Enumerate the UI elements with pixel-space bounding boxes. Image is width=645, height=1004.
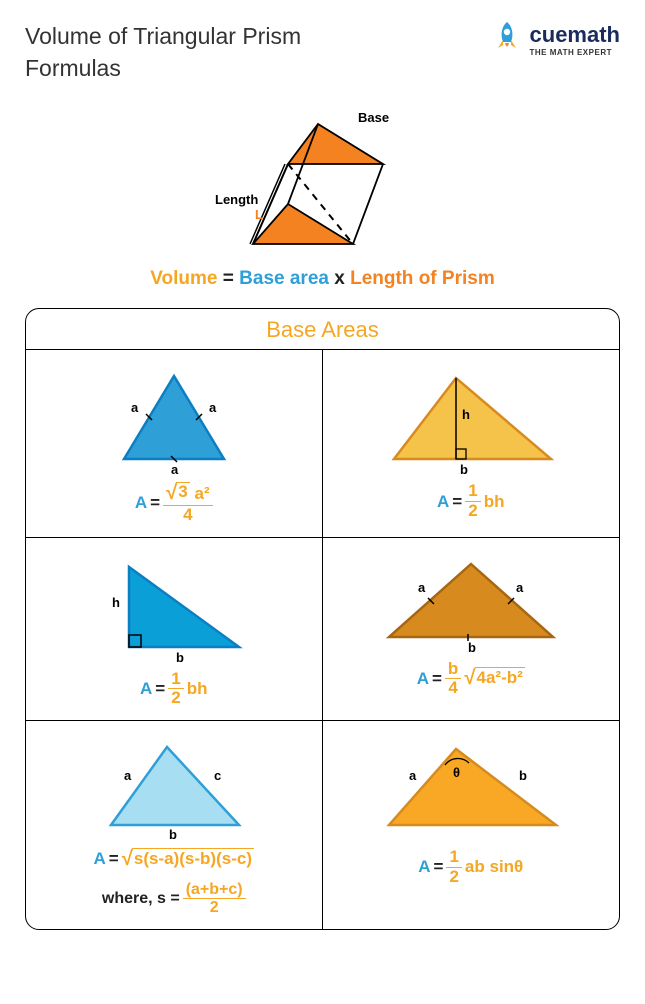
formula-heron: A = s(s-a)(s-b)(s-c)	[36, 848, 312, 871]
triangle-sine-icon: θ a b	[371, 735, 571, 840]
page-title: Volume of Triangular Prism Formulas	[25, 20, 301, 84]
table-title: Base Areas	[26, 309, 619, 350]
cell-isoceles: a a b A = b 4 4a²-b²	[323, 538, 620, 721]
formula-base-height: A = 1 2 bh	[333, 482, 610, 520]
svg-text:a: a	[418, 580, 426, 595]
base-areas-table: Base Areas a a a A = 3 a² 4	[25, 308, 620, 930]
vf-eq: =	[223, 268, 239, 289]
svg-text:b: b	[169, 827, 177, 840]
formula-equilateral: A = 3 a² 4	[36, 482, 312, 524]
cell-heron: a c b A = s(s-a)(s-b)(s-c) where, s = (a…	[26, 721, 323, 929]
vf-lhs: Volume	[150, 268, 217, 289]
volume-formula: Volume = Base area x Length of Prism	[25, 268, 620, 290]
svg-text:a: a	[409, 768, 417, 783]
header: Volume of Triangular Prism Formulas cuem…	[25, 20, 620, 84]
formula-heron-sub: where, s = (a+b+c) 2	[36, 881, 312, 917]
cell-right-triangle: h b A = 1 2 bh	[26, 538, 323, 721]
triangle-right-icon: h b	[94, 552, 254, 662]
svg-text:a: a	[131, 400, 139, 415]
brand-logo: cuemath THE MATH EXPERT	[490, 20, 620, 58]
svg-text:c: c	[214, 768, 221, 783]
logo-tagline: THE MATH EXPERT	[530, 48, 620, 57]
title-line2: Formulas	[25, 55, 121, 81]
prism-svg: Base Length L	[193, 104, 453, 254]
formula-right: A = 1 2 bh	[36, 670, 312, 708]
logo-brand: cuemath	[530, 22, 620, 48]
cell-equilateral: a a a A = 3 a² 4	[26, 350, 323, 537]
rocket-icon	[490, 20, 524, 58]
formula-isoceles: A = b 4 4a²-b²	[333, 660, 610, 698]
prism-label-base: Base	[358, 110, 389, 125]
prism-figure: Base Length L	[25, 104, 620, 254]
svg-text:θ: θ	[453, 765, 460, 780]
svg-text:a: a	[516, 580, 524, 595]
vf-length: Length of Prism	[350, 268, 495, 289]
title-line1: Volume of Triangular Prism	[25, 23, 301, 49]
triangle-heron-icon: a c b	[89, 735, 259, 840]
prism-label-L: L	[255, 207, 263, 222]
svg-text:b: b	[460, 462, 468, 474]
table-grid: a a a A = 3 a² 4 h b	[26, 350, 619, 929]
cell-sine: θ a b A = 1 2 ab sinθ	[323, 721, 620, 929]
svg-text:b: b	[519, 768, 527, 783]
vf-base: Base area	[239, 268, 329, 289]
prism-label-length: Length	[215, 192, 258, 207]
svg-text:a: a	[124, 768, 132, 783]
svg-text:h: h	[112, 595, 120, 610]
svg-text:h: h	[462, 407, 470, 422]
triangle-equilateral-icon: a a a	[99, 364, 249, 474]
svg-text:a: a	[209, 400, 217, 415]
svg-text:b: b	[468, 640, 476, 652]
svg-text:b: b	[176, 650, 184, 662]
title-block: Volume of Triangular Prism Formulas	[25, 20, 301, 84]
formula-sine: A = 1 2 ab sinθ	[333, 848, 610, 886]
svg-text:a: a	[171, 462, 179, 474]
triangle-isoceles-icon: a a b	[371, 552, 571, 652]
triangle-scalene-icon: h b	[376, 364, 566, 474]
cell-base-height: h b A = 1 2 bh	[323, 350, 620, 537]
vf-times: x	[334, 268, 350, 289]
